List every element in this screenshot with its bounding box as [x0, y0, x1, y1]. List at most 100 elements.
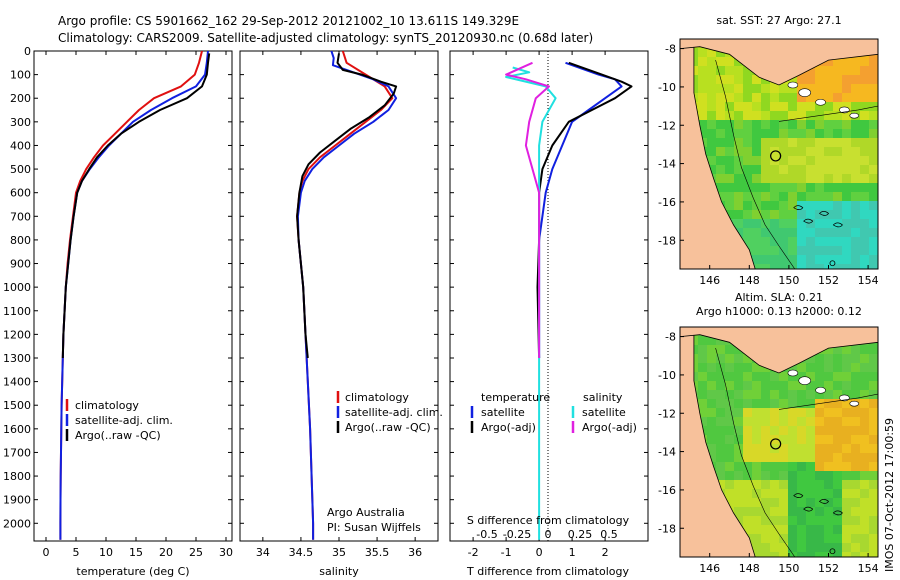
map-cell	[752, 507, 762, 517]
map-cell	[824, 543, 834, 553]
map-cell	[770, 120, 780, 130]
map-cell	[779, 372, 789, 382]
map-cell	[770, 471, 780, 481]
x-tick-label: -1	[501, 546, 512, 559]
map-cell	[734, 363, 744, 373]
map-cell	[725, 129, 735, 139]
map-cell	[806, 246, 816, 256]
map-cell	[824, 84, 834, 94]
map-cell	[851, 192, 861, 202]
map-y-tick-label: -16	[658, 484, 676, 497]
map-cell	[698, 129, 708, 139]
map-cell	[833, 426, 843, 436]
map-cell	[761, 111, 771, 121]
map-cell	[824, 399, 834, 409]
map-cell	[824, 408, 834, 418]
map-cell	[833, 507, 843, 517]
map-cell	[815, 543, 825, 553]
map-cell	[851, 444, 861, 454]
map-cell	[761, 516, 771, 526]
map-cell	[716, 381, 726, 391]
map-cell	[869, 363, 878, 373]
map-cell	[788, 462, 798, 472]
map-cell	[761, 138, 771, 148]
map-cell	[806, 147, 816, 157]
map-cell	[788, 84, 798, 94]
map-cell	[797, 525, 807, 535]
map-cell	[869, 192, 878, 202]
map-cell	[860, 417, 870, 427]
map-cell	[806, 102, 816, 112]
map-cell	[860, 192, 870, 202]
difference-lines	[505, 61, 633, 540]
map-cell	[797, 498, 807, 508]
map-cell	[869, 156, 878, 166]
map-cell	[707, 102, 717, 112]
sst-map-frame	[679, 38, 879, 270]
map-cell	[851, 165, 861, 175]
map-cell	[797, 183, 807, 193]
map-cell	[788, 165, 798, 175]
map-cell	[779, 138, 789, 148]
map-cell	[761, 120, 771, 130]
map-cell	[761, 237, 771, 247]
map-cell	[698, 75, 708, 85]
map-cell	[797, 93, 807, 103]
map-cell	[869, 552, 878, 557]
map-x-tick-label: 152	[818, 274, 839, 287]
map-cell	[833, 399, 843, 409]
map-cell	[698, 363, 708, 373]
map-x-tick-label: 154	[858, 562, 879, 575]
map-y-tick-label: -8	[665, 331, 676, 344]
map-cell	[734, 489, 744, 499]
map-cell	[725, 102, 735, 112]
y-tick-label: 900	[10, 258, 31, 271]
map-cell	[824, 354, 834, 364]
map-cell	[779, 93, 789, 103]
map-cell	[716, 120, 726, 130]
legend-label-argo: Argo(..raw -QC)	[345, 421, 431, 434]
map-cell	[815, 138, 825, 148]
map-cell	[851, 129, 861, 139]
map-cell	[770, 165, 780, 175]
map-cell	[824, 156, 834, 166]
map-cell	[761, 480, 771, 490]
map-cell	[806, 498, 816, 508]
map-cell	[797, 201, 807, 211]
map-cell	[770, 534, 780, 544]
map-cell	[716, 426, 726, 436]
map-cell	[788, 111, 798, 121]
map-cell	[743, 66, 753, 76]
map-cell	[833, 75, 843, 85]
map-cell	[734, 75, 744, 85]
map-cell	[860, 201, 870, 211]
map-cell	[698, 354, 708, 364]
map-cell	[860, 111, 870, 121]
map-cell	[869, 543, 878, 553]
x-tick-label: 30	[219, 546, 233, 559]
map-cell	[743, 408, 753, 418]
map-cell	[779, 183, 789, 193]
map-cell	[707, 165, 717, 175]
map-cell	[743, 165, 753, 175]
map-cell	[815, 426, 825, 436]
map-cell	[770, 552, 780, 557]
map-cell	[743, 129, 753, 139]
map-cell	[806, 354, 816, 364]
map-cell	[707, 138, 717, 148]
map-cell	[734, 507, 744, 517]
contour-shelf	[715, 60, 796, 269]
map-cell	[842, 75, 852, 85]
map-cell	[707, 381, 717, 391]
map-cell	[770, 201, 780, 211]
map-cell	[824, 228, 834, 238]
map-cell	[842, 408, 852, 418]
map-cell	[770, 138, 780, 148]
x-tick-label: -2	[468, 546, 479, 559]
map-cell	[851, 489, 861, 499]
map-cell	[779, 129, 789, 139]
map-cell	[761, 156, 771, 166]
map-cell	[725, 363, 735, 373]
